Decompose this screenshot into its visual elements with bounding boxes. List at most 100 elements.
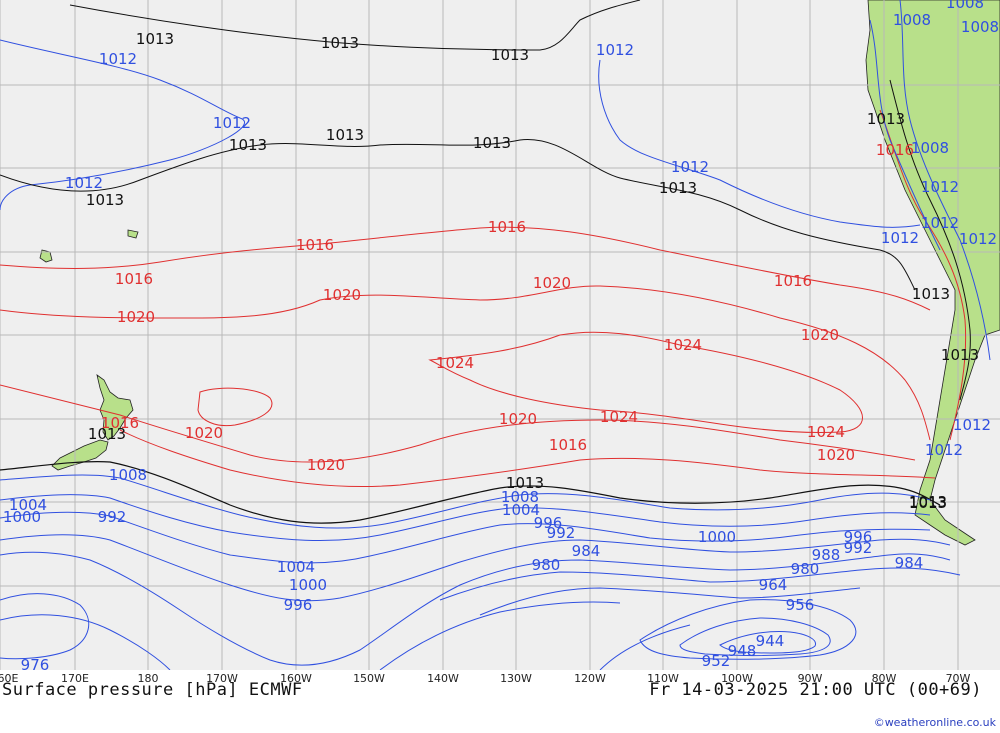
isobar-label: 956 — [786, 596, 815, 614]
isobar-label: 1013 — [909, 494, 947, 512]
isobar-label: 1013 — [867, 110, 905, 128]
isobar-label: 1024 — [807, 423, 845, 441]
isobar-label: 1012 — [671, 158, 709, 176]
longitude-label: 80W — [871, 672, 897, 685]
isobar-label: 1012 — [99, 50, 137, 68]
longitude-label: 120W — [574, 672, 606, 685]
isobar-964 — [639, 599, 857, 660]
isobar-label: 980 — [791, 560, 820, 578]
isobar-label: 1000 — [289, 576, 327, 594]
longitude-label: 180 — [137, 672, 159, 685]
isobar-label: 1008 — [109, 466, 147, 484]
longitude-label: 160W — [280, 672, 312, 685]
isobar-1016-a — [0, 226, 931, 311]
isobar-label: 1004 — [277, 558, 315, 576]
longitude-label: 130W — [500, 672, 532, 685]
land-layer — [39, 0, 1000, 546]
isobar-1020-a — [0, 285, 931, 441]
isobar-label: 1013 — [86, 191, 124, 209]
pressure-map: 1013 1013 1013 1012 1012 1012 1013 1013 1013 1012… — [0, 0, 1000, 670]
longitude-label: 150W — [353, 672, 385, 685]
isobar-label: 1016 — [876, 141, 914, 159]
isobar-extra-2 — [379, 601, 621, 670]
isobar-1020-loop — [197, 387, 273, 427]
isobar-label: 1012 — [921, 178, 959, 196]
isobar-label: 944 — [756, 632, 785, 650]
isobar-label: 1020 — [117, 308, 155, 326]
isobar-label: 948 — [728, 642, 757, 660]
isobar-label: 1004 — [502, 501, 540, 519]
isobar-layer — [0, 0, 961, 670]
isobar-label: 996 — [284, 596, 313, 614]
isobar-label: 1000 — [698, 528, 736, 546]
isobar-label: 1013 — [659, 179, 697, 197]
credit-link[interactable]: ©weatheronline.co.uk — [873, 716, 996, 729]
isobar-1013-north — [69, 0, 641, 51]
isobar-label: 992 — [844, 539, 873, 557]
isobar-1020-b — [0, 384, 916, 463]
isobar-label: 1020 — [533, 274, 571, 292]
isobar-label: 992 — [547, 524, 576, 542]
longitude-label: 100W — [721, 672, 753, 685]
isobar-label: 980 — [532, 556, 561, 574]
isobar-label: 1004 — [9, 496, 47, 514]
longitude-label: 60E — [0, 672, 19, 685]
isobar-984 — [439, 567, 961, 601]
isobar-label: 996 — [844, 528, 873, 546]
isobar-1000 — [0, 511, 931, 564]
isobar-1013-mid — [0, 139, 916, 291]
isobar-label: 1008 — [961, 18, 999, 36]
isobar-1024 — [428, 331, 863, 434]
longitude-label: 170W — [206, 672, 238, 685]
isobar-label: 1008 — [893, 11, 931, 29]
isobar-1013-south — [0, 461, 941, 524]
isobar-label: 1013 — [491, 46, 529, 64]
isobar-label: 984 — [895, 554, 924, 572]
isobar-label: 1024 — [436, 354, 474, 372]
isobar-1008 — [0, 474, 931, 529]
isobar-label: 1012 — [65, 174, 103, 192]
longitude-label: 170E — [61, 672, 89, 685]
isobar-label: 1013 — [88, 425, 126, 443]
isobar-label: 1016 — [296, 236, 334, 254]
graticule — [0, 0, 1000, 670]
isobar-label: 1016 — [549, 436, 587, 454]
isobar-label: 976 — [21, 656, 50, 670]
isobar-extra-3 — [599, 624, 691, 670]
valid-time: Fr 14-03-2025 21:00 UTC (00+69) — [649, 680, 982, 700]
isobar-label: 1016 — [488, 218, 526, 236]
isobar-label: 1020 — [801, 326, 839, 344]
isobar-label: 984 — [572, 542, 601, 560]
new-zealand-south-island — [51, 439, 109, 471]
isobar-label: 1016 — [101, 414, 139, 432]
andes-isobars — [869, 0, 991, 441]
isobar-label: 1012 — [921, 214, 959, 232]
longitude-label: 90W — [797, 672, 823, 685]
isobar-label: 1020 — [499, 410, 537, 428]
longitude-label: 110W — [647, 672, 679, 685]
isobar-label: 1024 — [600, 408, 638, 426]
isobar-label: 1024 — [664, 336, 702, 354]
isobar-label: 1012 — [213, 114, 251, 132]
isobar-label: 1012 — [925, 441, 963, 459]
isobar-label: 1013 — [912, 285, 950, 303]
isobar-label: 1013 — [326, 126, 364, 144]
isobar-label: 1016 — [115, 270, 153, 288]
isobar-1004 — [0, 494, 931, 542]
new-zealand-north-island — [96, 374, 134, 441]
map-title: Surface pressure [hPa] ECMWF — [2, 680, 303, 700]
isobar-948 — [719, 631, 817, 654]
isobar-label: 1013 — [909, 493, 947, 511]
isobar-label: 992 — [98, 508, 127, 526]
isobar-1012-north — [0, 39, 245, 211]
isobar-extra-1 — [0, 614, 171, 670]
isobar-956 — [679, 617, 831, 656]
isobar-label: 952 — [702, 652, 731, 670]
isobar-label: 996 — [534, 514, 563, 532]
isobar-label: 1008 — [501, 488, 539, 506]
isobar-label: 1020 — [307, 456, 345, 474]
isobar-label: 1013 — [321, 34, 359, 52]
island-b — [127, 229, 139, 239]
south-america-landmass — [865, 0, 1000, 546]
